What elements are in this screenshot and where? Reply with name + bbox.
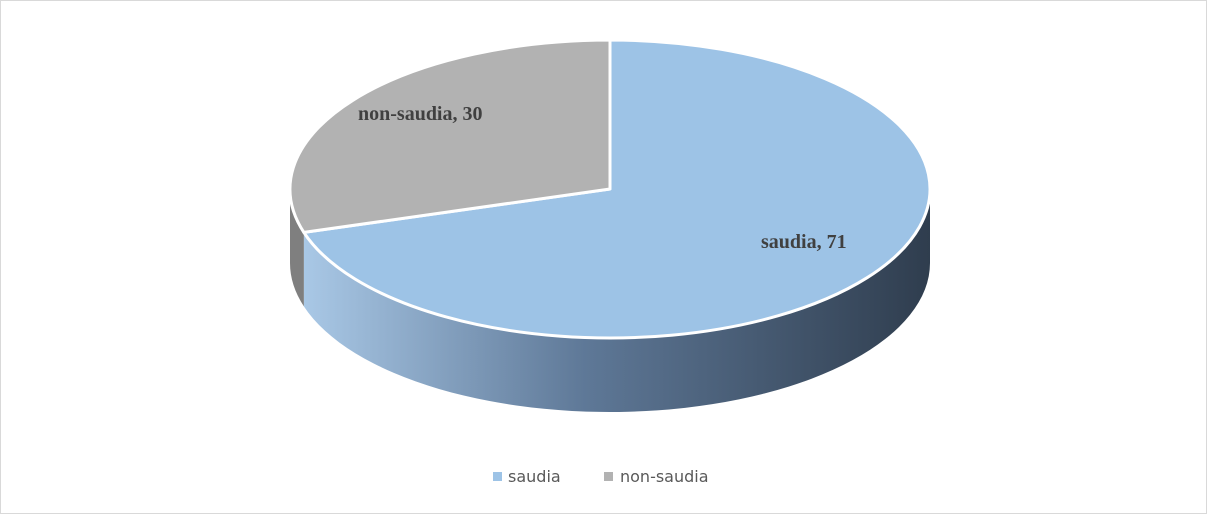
data-label-saudia: saudia, 71 bbox=[761, 231, 847, 253]
pie-slice-non-saudia bbox=[288, 38, 612, 234]
legend-swatch-saudia bbox=[493, 472, 502, 481]
data-labels: non-saudia, 30 saudia, 71 bbox=[358, 103, 847, 253]
legend-label-saudia: saudia bbox=[508, 467, 561, 486]
legend-swatch-non-saudia bbox=[604, 472, 613, 481]
pie-slices bbox=[288, 38, 932, 340]
legend-label-non-saudia: non-saudia bbox=[620, 467, 709, 486]
legend: saudia non-saudia bbox=[493, 467, 709, 486]
pie-slice-saudia bbox=[302, 38, 932, 340]
pie-side-walls bbox=[290, 189, 930, 412]
pie-side-saudia bbox=[303, 189, 930, 412]
data-label-non-saudia: non-saudia, 30 bbox=[358, 103, 483, 125]
pie-side-non-saudia bbox=[290, 189, 304, 307]
